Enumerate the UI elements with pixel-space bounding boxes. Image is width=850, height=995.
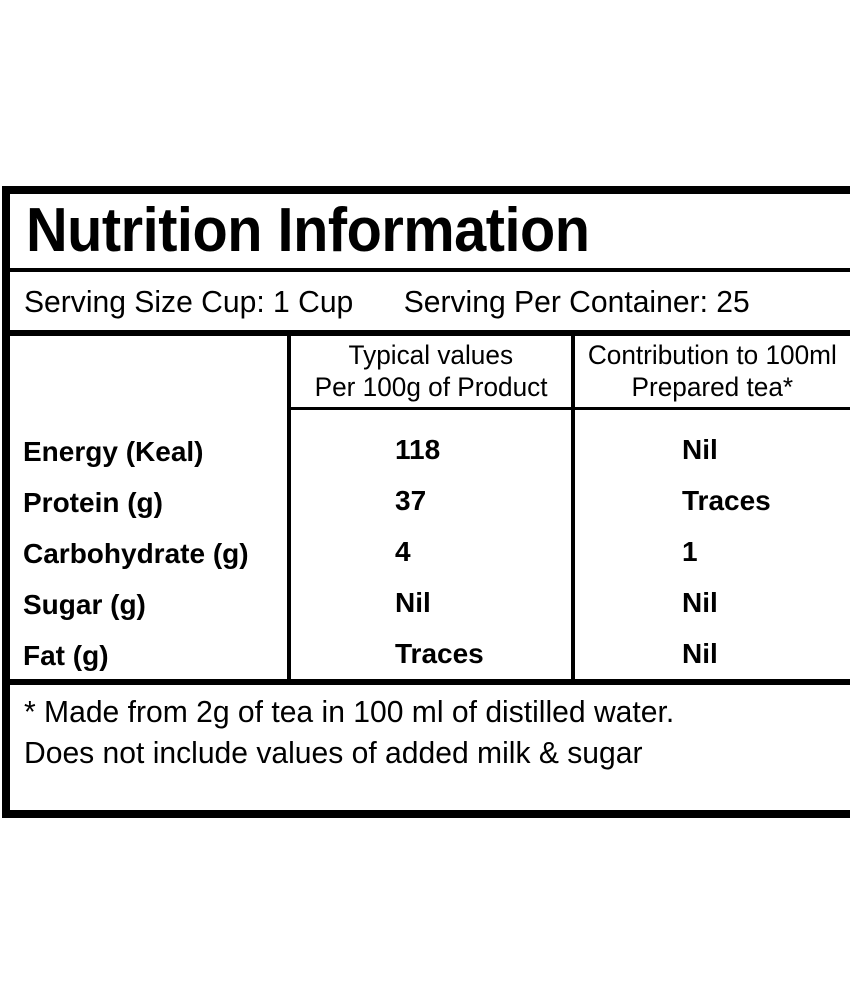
- nutrient-label-column: Energy (Keal) Protein (g) Carbohydrate (…: [10, 336, 287, 679]
- footnote-line-2: Does not include values of added milk & …: [24, 735, 643, 771]
- footnote-line-1: * Made from 2g of tea in 100 ml of disti…: [24, 694, 675, 729]
- prepared-tea-column-header: Contribution to 100ml Prepared tea*: [575, 336, 850, 410]
- table-cell: Nil: [395, 586, 431, 618]
- table-cell: 1: [682, 535, 698, 567]
- table-cell: Nil: [682, 637, 718, 669]
- column-header-line-1: Contribution to 100ml: [588, 340, 837, 371]
- table-cell: Traces: [682, 484, 771, 516]
- table-row: Sugar (g): [23, 588, 146, 620]
- column-header-line-2: Prepared tea*: [631, 371, 794, 402]
- per-100g-value-list: 118 37 4 Nil Traces: [291, 410, 571, 679]
- table-cell: Traces: [395, 637, 484, 669]
- prepared-tea-column: Contribution to 100ml Prepared tea* Nil …: [571, 336, 850, 679]
- table-cell: Nil: [682, 586, 718, 618]
- table-row: Energy (Keal): [23, 435, 204, 467]
- nutrient-label-list: Energy (Keal) Protein (g) Carbohydrate (…: [10, 336, 287, 681]
- table-cell: 118: [395, 433, 441, 465]
- nutrition-table: Energy (Keal) Protein (g) Carbohydrate (…: [10, 336, 850, 685]
- table-row: Fat (g): [23, 639, 109, 671]
- table-row: Protein (g): [23, 486, 163, 518]
- per-100g-column: Typical values Per 100g of Product 118 3…: [287, 336, 571, 679]
- nutrition-information-panel: Nutrition Information Serving Size Cup: …: [2, 186, 850, 818]
- table-cell: 37: [395, 484, 427, 516]
- per-100g-column-header: Typical values Per 100g of Product: [291, 336, 571, 410]
- serving-size-label: Serving Size Cup: 1 Cup: [24, 283, 354, 319]
- table-cell: 4: [395, 535, 411, 567]
- title-row: Nutrition Information: [10, 194, 850, 272]
- column-header-line-1: Typical values: [348, 340, 514, 371]
- footnote: * Made from 2g of tea in 100 ml of disti…: [10, 685, 850, 810]
- serving-row: Serving Size Cup: 1 Cup Serving Per Conta…: [10, 272, 850, 336]
- prepared-tea-value-list: Nil Traces 1 Nil Nil: [575, 410, 850, 679]
- table-row: Carbohydrate (g): [23, 537, 249, 569]
- serving-per-container-label: Serving Per Container: 25: [403, 283, 750, 319]
- column-header-line-2: Per 100g of Product: [314, 371, 548, 402]
- page-title: Nutrition Information: [26, 196, 590, 265]
- table-cell: Nil: [682, 433, 718, 465]
